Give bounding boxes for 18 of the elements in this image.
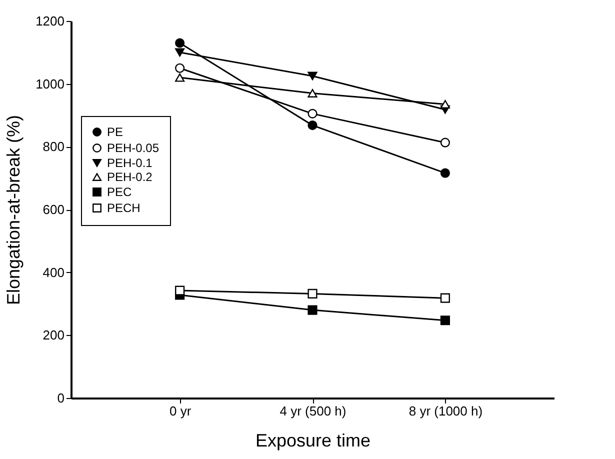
legend-label: PE: [107, 125, 124, 139]
legend-label: PEH-0.1: [107, 156, 153, 170]
y-tick-label: 400: [42, 264, 64, 280]
y-tick-label: 600: [42, 202, 64, 217]
y-tick-label: 1200: [36, 14, 64, 28]
x-tick-label: 4 yr (500 h): [280, 404, 346, 418]
legend-label: PECH: [107, 201, 140, 215]
y-tick-label: 0: [57, 390, 64, 406]
y-tick-label: 1000: [36, 76, 64, 92]
y-tick-label: 200: [42, 328, 64, 343]
legend-label: PEC: [107, 185, 132, 199]
legend-label: PEH-0.2: [107, 170, 153, 184]
y-axis-title: Elongation-at-break (%): [4, 114, 24, 306]
x-tick-label: 8 yr (1000 h): [408, 404, 483, 418]
x-tick-label: 0 yr: [169, 404, 192, 418]
legend-label: PEH-0.05: [107, 141, 160, 155]
y-tick-label: 800: [42, 139, 64, 154]
x-axis-title: Exposure time: [255, 430, 371, 450]
